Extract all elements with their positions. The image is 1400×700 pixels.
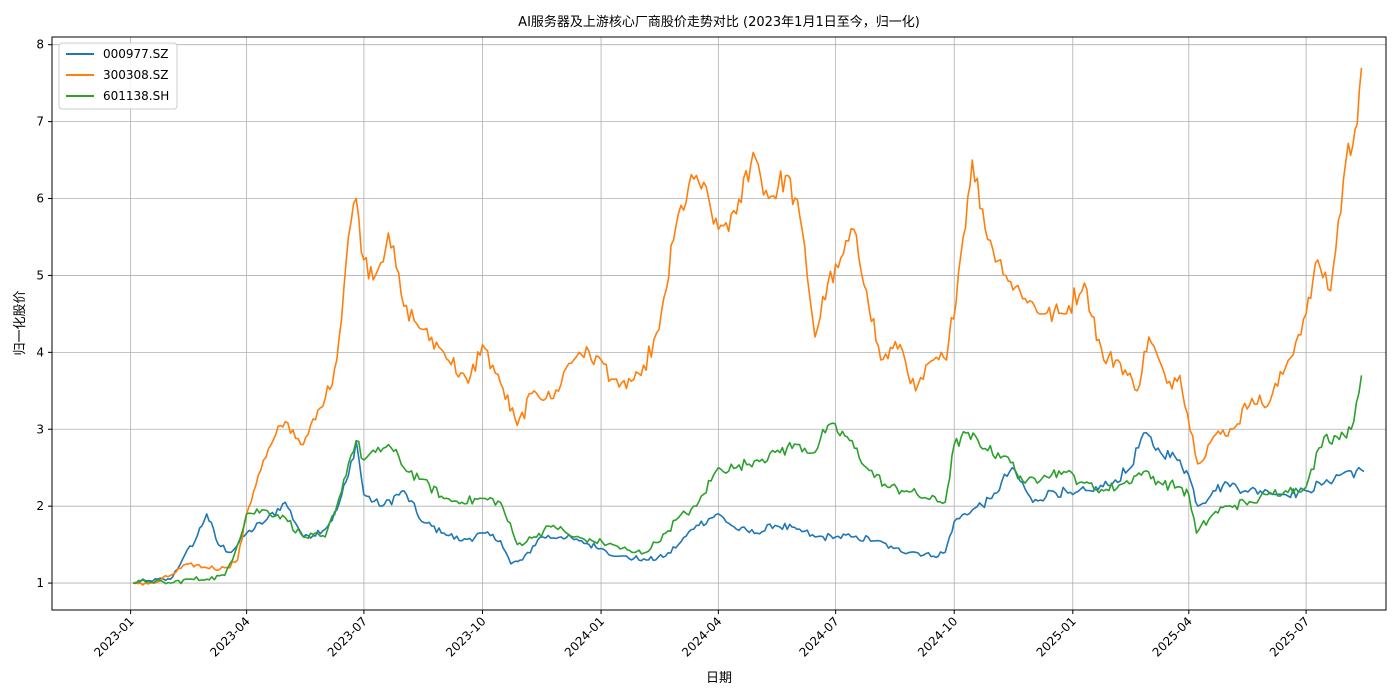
legend-label: 000977.SZ xyxy=(103,47,168,61)
legend-label: 601138.SH xyxy=(103,89,169,103)
chart-title: AI服务器及上游核心厂商股价走势对比 (2023年1月1日至今，归一化) xyxy=(518,14,920,30)
legend-label: 300308.SZ xyxy=(103,68,168,82)
y-tick-label: 2 xyxy=(36,499,44,513)
y-axis-ticks: 1 2 3 4 5 6 7 8 xyxy=(36,38,52,590)
series-lines xyxy=(132,67,1365,586)
y-tick-label: 5 xyxy=(36,268,44,282)
y-tick-label: 3 xyxy=(36,422,44,436)
series-line-2 xyxy=(133,375,1363,585)
y-tick-label: 4 xyxy=(36,345,44,359)
series-line-0 xyxy=(132,431,1365,584)
y-tick-label: 7 xyxy=(36,115,44,129)
y-tick-label: 6 xyxy=(36,192,44,206)
y-tick-label: 1 xyxy=(36,576,44,590)
y-tick-label: 8 xyxy=(36,38,44,52)
y-axis-label: 归一化股价 xyxy=(13,290,28,355)
legend-box xyxy=(58,42,178,110)
plot-frame xyxy=(51,36,1387,611)
x-axis-label: 日期 xyxy=(706,671,732,686)
series-line-1 xyxy=(132,67,1363,586)
legend: 000977.SZ 300308.SZ 601138.SH xyxy=(58,42,178,110)
